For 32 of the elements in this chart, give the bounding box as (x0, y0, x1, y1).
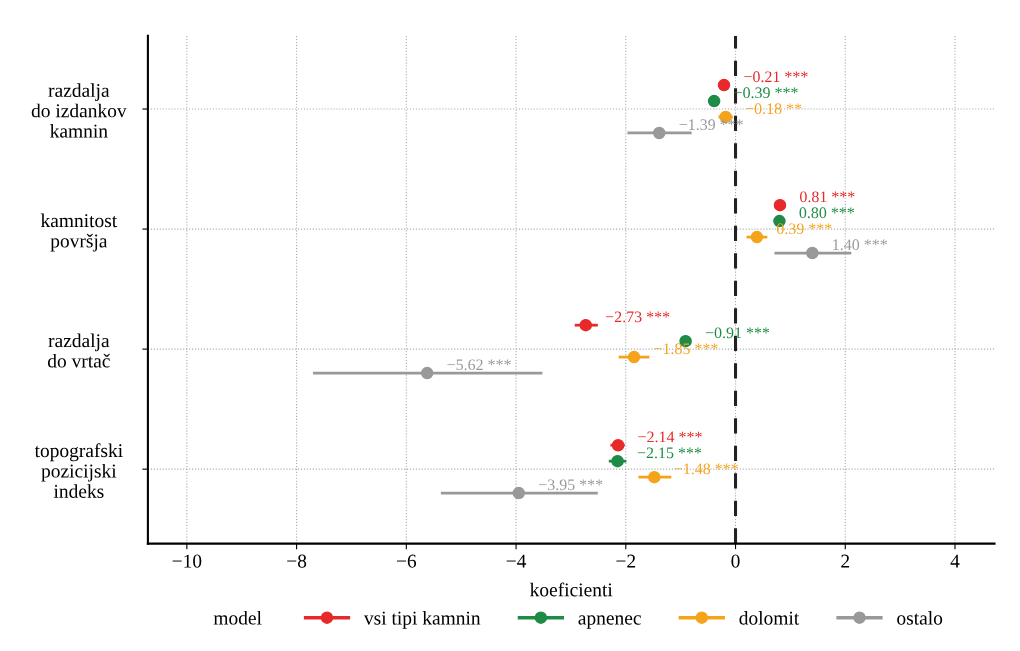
legend-label: apnenec (578, 615, 641, 629)
data-label: −0.91 *** (705, 327, 770, 339)
legend-label: dolomit (739, 610, 800, 625)
y-tick-label: razdalja do izdankov kamnin (31, 83, 127, 138)
data-label: −5.62 *** (447, 359, 511, 371)
y-tick-label: topografski pozicijski indeks (34, 443, 123, 498)
data-label: −3.95 *** (539, 479, 603, 491)
data-label: −2.15 *** (637, 447, 702, 459)
data-label: −1.85 *** (654, 343, 718, 355)
x-tick-label: −6 (396, 554, 417, 568)
x-tick-label: 2 (841, 554, 850, 568)
data-label: −2.73 *** (605, 311, 670, 323)
data-label: −1.48 *** (674, 463, 738, 475)
y-tick-label: razdalja do vrtač (47, 333, 110, 368)
x-tick-label: −2 (616, 554, 636, 568)
data-label: 0.81 *** (800, 191, 855, 203)
data-label: −2.14 *** (638, 431, 702, 443)
data-label: 1.40 *** (833, 239, 887, 251)
y-tick-label: kamnitost površja (40, 213, 118, 252)
x-tick-label: 4 (950, 554, 960, 568)
legend-label: ostalo (897, 610, 943, 625)
data-label: 0.80 *** (799, 207, 854, 219)
x-tick-label: −8 (287, 554, 307, 568)
data-label: 0.39 *** (776, 223, 832, 235)
data-label: −0.21 *** (744, 71, 808, 83)
legend-label: vsi tipi kamnin (363, 610, 481, 629)
x-tick-label: −10 (172, 554, 202, 568)
legend-title: model (213, 610, 262, 625)
x-tick-label: −4 (506, 554, 527, 568)
x-axis-title: koeficienti (530, 582, 613, 597)
x-tick-label: 0 (731, 554, 740, 568)
data-label: −0.18 ** (745, 103, 802, 115)
